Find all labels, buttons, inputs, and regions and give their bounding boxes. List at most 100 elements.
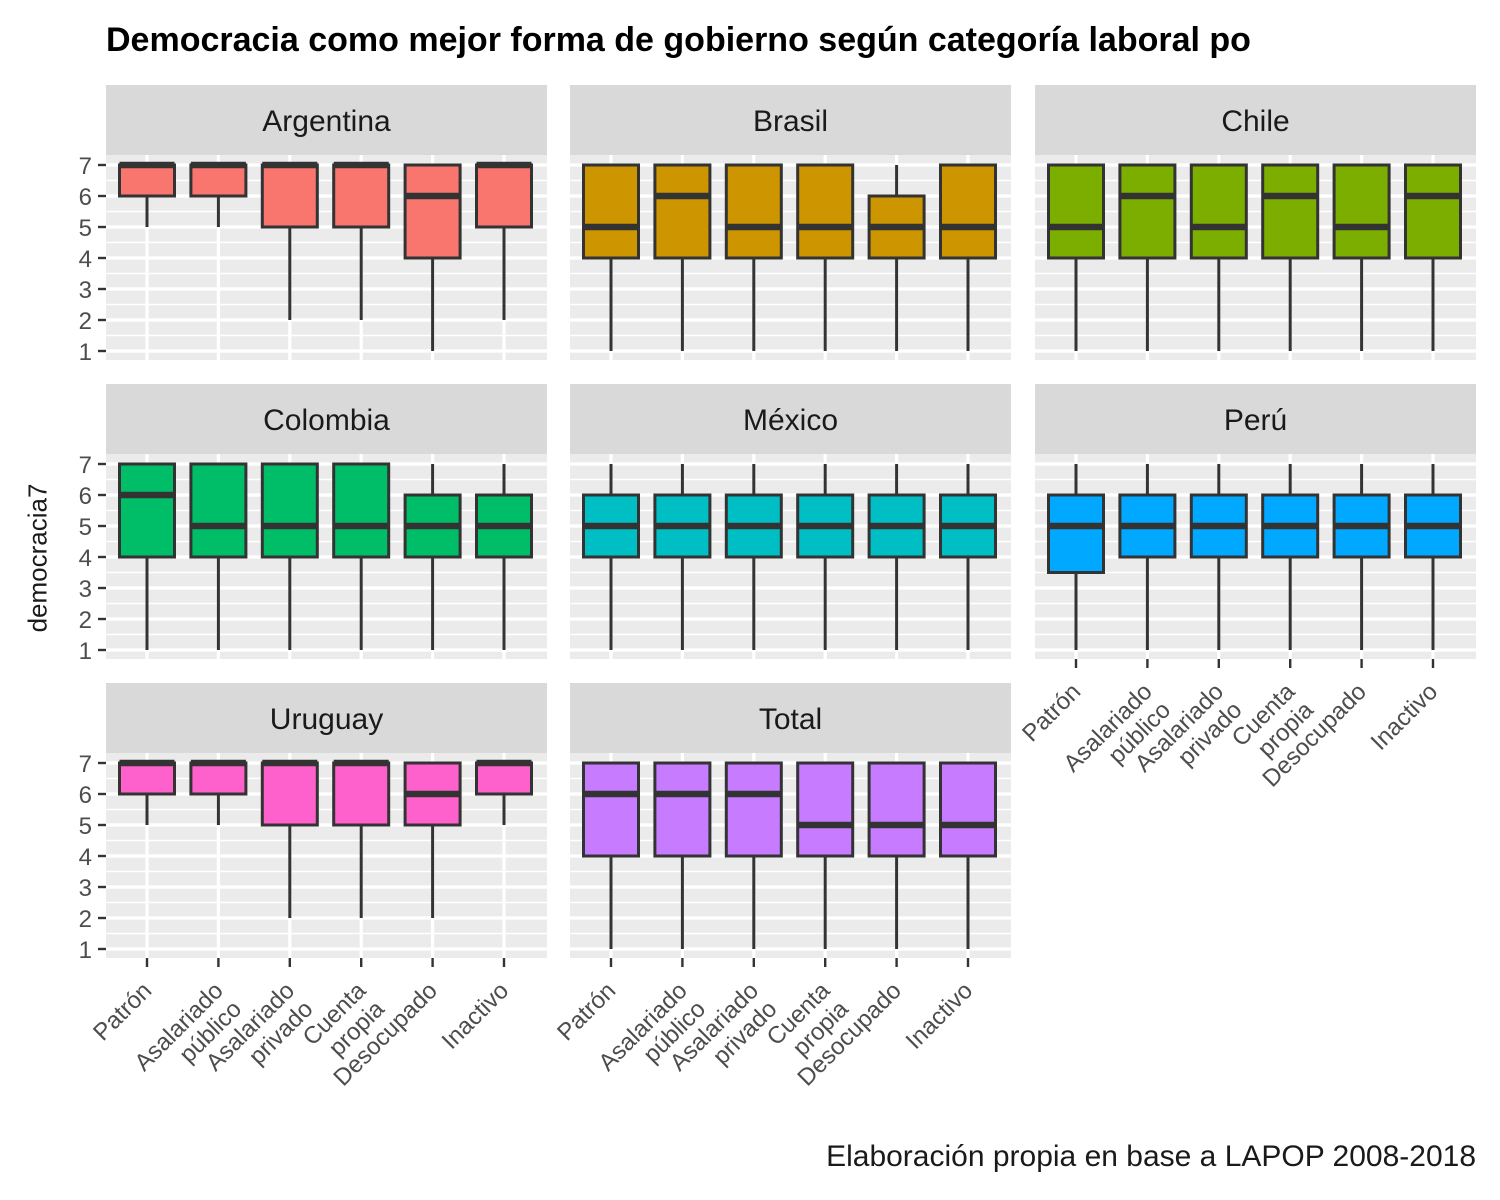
box-inactivo	[1404, 163, 1462, 351]
box-asalariado-privado	[724, 464, 783, 650]
facet-mexico: México	[570, 384, 1011, 659]
chart-caption: Elaboración propia en base a LAPOP 2008-…	[826, 1140, 1476, 1173]
box-asalariado-publico	[1118, 464, 1177, 650]
x-tick-label: Patrón	[88, 977, 157, 1046]
facet-strip-label: Argentina	[262, 105, 391, 138]
box-patron	[1047, 464, 1105, 650]
y-tick-label: 1	[79, 937, 92, 964]
y-tick-label: 5	[79, 215, 92, 242]
box-inactivo	[1404, 464, 1462, 650]
y-tick-label: 3	[79, 277, 92, 304]
y-tick-label: 3	[79, 576, 92, 603]
box-body	[939, 163, 997, 260]
y-tick-label: 7	[79, 153, 92, 180]
box-asalariado-publico	[189, 462, 248, 650]
box-body	[332, 163, 391, 229]
box-body	[653, 761, 712, 858]
facet-strip-label: Chile	[1221, 105, 1289, 138]
box-inactivo	[475, 161, 533, 320]
box-asalariado-publico	[653, 464, 712, 650]
y-tick-label: 2	[79, 906, 92, 933]
box-body	[724, 163, 783, 260]
box-cuenta-propia	[796, 464, 855, 650]
y-tick-label: 7	[79, 751, 92, 778]
facet-strip	[106, 683, 547, 753]
x-tick-label-line: Inactivo	[1366, 678, 1444, 756]
y-tick-label: 6	[79, 483, 92, 510]
facet-brasil: Brasil	[570, 85, 1011, 360]
box-desocupado	[1332, 163, 1391, 351]
box-body	[332, 761, 391, 827]
box-body	[582, 761, 640, 858]
box-body	[189, 761, 248, 796]
facet-strip	[570, 683, 1011, 753]
facet-total: TotalPatrónAsalariadopúblicoAsalariadopr…	[552, 683, 1011, 1092]
box-body	[939, 761, 997, 858]
x-tick-label: Inactivo	[901, 977, 979, 1055]
box-body	[475, 761, 533, 796]
x-tick-label-line: Patrón	[552, 977, 621, 1046]
box-desocupado	[867, 761, 926, 949]
facet-uruguay: Uruguay1234567PatrónAsalariadopúblicoAsa…	[79, 683, 547, 1092]
box-desocupado	[403, 464, 462, 650]
facet-strip-label: Colombia	[263, 404, 390, 437]
y-tick-label: 2	[79, 308, 92, 335]
box-body	[1404, 163, 1462, 260]
box-inactivo	[475, 464, 533, 650]
box-body	[403, 163, 462, 260]
x-tick-label: Patrón	[1017, 678, 1086, 747]
box-desocupado	[867, 464, 926, 650]
box-body	[1047, 493, 1105, 574]
box-asalariado-privado	[724, 163, 783, 351]
box-asalariado-publico	[653, 163, 712, 351]
box-cuenta-propia	[332, 161, 391, 320]
box-patron	[118, 462, 176, 650]
box-body	[1332, 163, 1391, 260]
box-patron	[1047, 163, 1105, 351]
box-cuenta-propia	[332, 759, 391, 918]
box-asalariado-privado	[260, 462, 319, 650]
facet-strip-label: Perú	[1224, 404, 1287, 437]
box-patron	[118, 759, 176, 825]
box-patron	[118, 161, 176, 227]
box-body	[260, 163, 319, 229]
facet-strip-label: México	[743, 404, 838, 437]
facet-peru: PerúPatrónAsalariadopúblicoAsalariadopri…	[1017, 384, 1476, 793]
x-tick-label-line: Inactivo	[437, 977, 515, 1055]
facet-chile: Chile	[1035, 85, 1476, 360]
box-asalariado-privado	[724, 761, 783, 949]
y-tick-label: 4	[79, 545, 92, 572]
x-tick-label: Patrón	[552, 977, 621, 1046]
facet-strip	[106, 384, 547, 454]
box-asalariado-publico	[189, 759, 248, 825]
box-inactivo	[939, 163, 997, 351]
y-tick-label: 7	[79, 452, 92, 479]
box-body	[118, 761, 176, 796]
x-tick-label: Inactivo	[437, 977, 515, 1055]
box-body	[1261, 163, 1320, 260]
box-desocupado	[403, 761, 462, 918]
box-cuenta-propia	[1261, 464, 1320, 650]
chart-title: Democracia como mejor forma de gobierno …	[106, 21, 1251, 59]
y-tick-label: 1	[79, 638, 92, 665]
facet-strip	[106, 85, 547, 155]
box-body	[1047, 163, 1105, 260]
box-body	[1118, 163, 1177, 260]
y-tick-label: 3	[79, 875, 92, 902]
facet-strip-label: Uruguay	[270, 703, 383, 736]
box-body	[724, 761, 783, 858]
facet-strip-label: Brasil	[753, 105, 828, 138]
box-asalariado-publico	[1118, 163, 1177, 351]
x-tick-label-line: Patrón	[88, 977, 157, 1046]
box-body	[582, 163, 640, 260]
x-tick-label-line: Patrón	[1017, 678, 1086, 747]
box-patron	[582, 163, 640, 351]
facet-strip	[570, 384, 1011, 454]
y-tick-label: 2	[79, 607, 92, 634]
facet-strip-label: Total	[759, 703, 822, 736]
y-tick-label: 5	[79, 813, 92, 840]
box-asalariado-publico	[189, 161, 248, 227]
box-patron	[582, 761, 640, 949]
box-body	[1189, 163, 1248, 260]
box-inactivo	[939, 761, 997, 949]
